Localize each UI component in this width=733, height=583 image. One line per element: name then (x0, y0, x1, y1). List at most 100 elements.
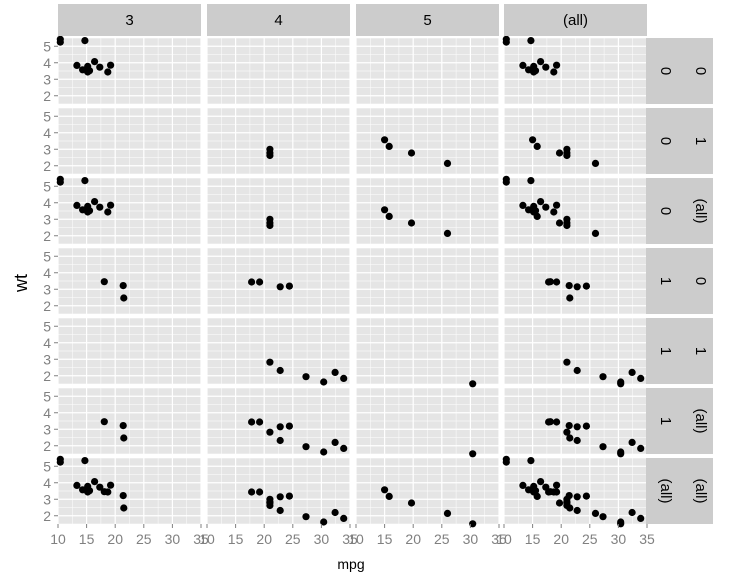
y-tick-label: 3 (43, 281, 51, 297)
scatter-point (637, 374, 645, 382)
scatter-point (73, 481, 81, 489)
scatter-point (96, 203, 104, 211)
scatter-point (266, 221, 274, 230)
x-tick-label: 35 (193, 531, 209, 547)
y-tick-label: 5 (43, 388, 51, 404)
scatter-point (527, 177, 535, 185)
scatter-point (285, 422, 293, 430)
x-tick-label: 20 (256, 531, 272, 547)
column-strip-label: 3 (125, 12, 133, 29)
scatter-point (599, 443, 607, 451)
row-strip-label: (all) (692, 479, 709, 504)
x-tick-label: 20 (553, 531, 569, 547)
y-tick-label: 4 (43, 405, 51, 421)
y-tick-label: 3 (43, 141, 51, 157)
y-tick-label: 2 (43, 158, 51, 174)
y-tick-label: 4 (43, 265, 51, 281)
scatter-point (519, 481, 527, 489)
scatter-point (85, 487, 94, 495)
x-tick-label: 20 (405, 531, 421, 547)
scatter-point (542, 203, 550, 211)
x-axis-title: mpg (337, 556, 364, 572)
row-strip (646, 108, 713, 174)
scatter-point (320, 378, 328, 386)
scatter-point (527, 457, 535, 465)
scatter-point (276, 493, 284, 501)
scatter-point (81, 457, 89, 465)
x-tick-label: 20 (107, 531, 123, 547)
scatter-point (553, 278, 561, 286)
scatter-point (553, 201, 561, 209)
y-tick-label: 4 (43, 55, 51, 71)
scatter-point (407, 149, 416, 157)
x-tick-label: 35 (491, 531, 507, 547)
y-tick-label: 5 (43, 458, 51, 474)
column-strip-label: 5 (423, 12, 431, 29)
scatter-point (599, 373, 607, 381)
scatter-point (628, 368, 636, 376)
scatter-point (582, 492, 591, 500)
scatter-point (119, 282, 127, 290)
scatter-point (302, 373, 310, 381)
scatter-point (104, 208, 112, 216)
scatter-point (104, 68, 112, 76)
scatter-point (537, 58, 545, 66)
x-tick-label: 30 (463, 531, 479, 547)
y-tick-label: 2 (43, 298, 51, 314)
scatter-point (276, 506, 284, 515)
scatter-point (553, 488, 561, 496)
y-tick-label: 2 (43, 438, 51, 454)
scatter-point (443, 159, 452, 167)
scatter-point (285, 492, 293, 500)
y-tick-label: 3 (43, 491, 51, 507)
scatter-point (573, 493, 581, 501)
scatter-point (381, 206, 389, 214)
scatter-point (276, 436, 284, 445)
scatter-point (565, 282, 573, 290)
scatter-point (331, 368, 339, 376)
scatter-point (555, 499, 564, 507)
y-tick-label: 3 (43, 421, 51, 437)
y-tick-label: 4 (43, 475, 51, 491)
scatter-point (573, 436, 581, 445)
y-tick-label: 2 (43, 228, 51, 244)
y-tick-label: 3 (43, 211, 51, 227)
x-tick-label: 25 (136, 531, 152, 547)
scatter-point (566, 434, 574, 442)
scatter-point (120, 294, 128, 302)
scatter-point (340, 374, 348, 382)
scatter-point (637, 444, 645, 452)
scatter-point (531, 207, 540, 215)
x-tick-label: 10 (50, 531, 66, 547)
scatter-point (573, 283, 581, 291)
scatter-point (550, 68, 558, 76)
scatter-point (555, 149, 564, 157)
x-tick-label: 35 (342, 531, 358, 547)
x-tick-label: 35 (639, 531, 655, 547)
scatter-point (637, 514, 645, 523)
scatter-point (531, 487, 540, 495)
row-strip-label: (all) (692, 199, 709, 224)
scatter-point (533, 492, 541, 500)
scatter-point (502, 35, 510, 43)
scatter-point (502, 175, 510, 183)
scatter-point (266, 428, 274, 436)
scatter-point (591, 509, 600, 517)
x-tick-label: 10 (348, 531, 364, 547)
row-strip-label: 0 (692, 277, 709, 285)
scatter-point (91, 58, 99, 66)
y-tick-label: 2 (43, 368, 51, 384)
row-strip-label: 1 (657, 277, 674, 285)
scatter-point (96, 483, 104, 491)
scatter-point (599, 513, 607, 521)
row-strip-label: 1 (657, 417, 674, 425)
row-strip (646, 38, 713, 104)
scatter-point (381, 486, 389, 494)
scatter-point (100, 488, 108, 496)
scatter-point (320, 518, 328, 526)
scatter-point (469, 520, 477, 528)
scatter-point (582, 422, 591, 430)
scatter-point (266, 151, 274, 160)
scatter-point (91, 198, 99, 206)
